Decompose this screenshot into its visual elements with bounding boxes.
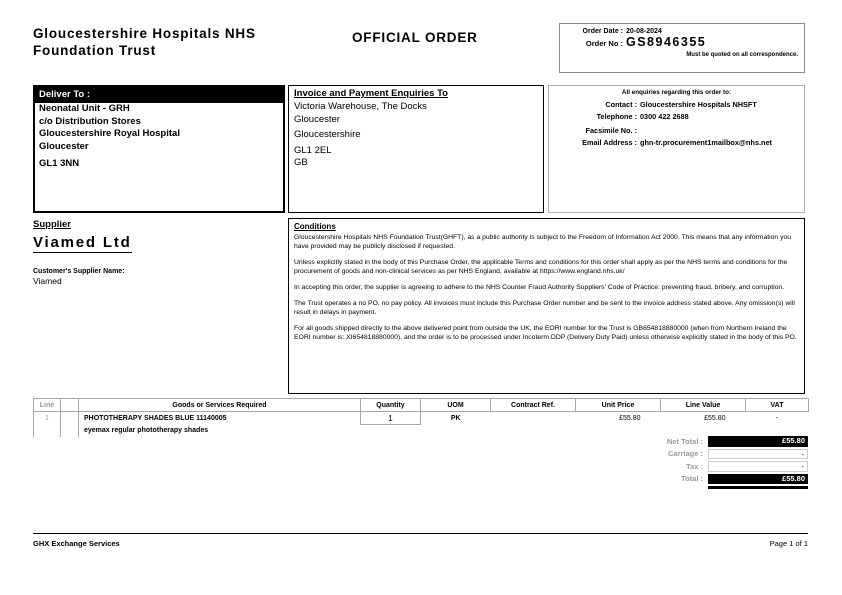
total-row: Total : £55.80 bbox=[560, 473, 808, 484]
carriage-label: Carriage : bbox=[667, 449, 703, 459]
blank-cell bbox=[361, 425, 809, 437]
col-header-quantity: Quantity bbox=[360, 398, 421, 412]
item-line-value: £55.80 bbox=[704, 414, 726, 422]
deliver-to-box: Deliver To : Neonatal Unit - GRH c/o Dis… bbox=[33, 85, 285, 213]
invoice-postcode: GL1 2EL bbox=[294, 144, 332, 156]
deliver-to-line: Gloucestershire Royal Hospital bbox=[39, 128, 180, 139]
telephone-value: 0300 422 2688 bbox=[640, 112, 689, 121]
col-header-vat: VAT bbox=[745, 398, 809, 412]
invoice-enquiries-title: Invoice and Payment Enquiries To bbox=[294, 88, 448, 99]
blank-cell bbox=[60, 424, 79, 437]
item-contract-ref bbox=[491, 412, 576, 425]
email-label: Email Address : bbox=[582, 138, 637, 147]
invoice-address-line: Gloucestershire bbox=[294, 129, 361, 140]
deliver-to-title: Deliver To : bbox=[35, 87, 283, 103]
table-row: 1 PHOTOTHERAPY SHADES BLUE 11140005 1 PK… bbox=[33, 411, 809, 425]
total-underline bbox=[708, 486, 808, 489]
item-quantity: 1 bbox=[360, 411, 421, 425]
net-total-label: Net Total : bbox=[666, 436, 703, 446]
col-header-goods: Goods or Services Required bbox=[78, 398, 361, 412]
conditions-box: Conditions Gloucestershire Hospitals NHS… bbox=[288, 218, 805, 394]
doc-title: OFFICIAL ORDER bbox=[352, 30, 478, 45]
conditions-paragraph: Gloucestershire Hospitals NHS Foundation… bbox=[294, 234, 792, 250]
customer-supplier-name: Viamed bbox=[33, 276, 62, 286]
items-header-row: Line Goods or Services Required Quantity… bbox=[33, 398, 809, 412]
conditions-paragraph: The Trust operates a no PO, no pay polic… bbox=[294, 299, 795, 316]
contact-label: Contact : bbox=[605, 100, 637, 109]
contact-row: Contact : Gloucestershire Hospitals NHSF… bbox=[554, 100, 799, 109]
contact-value: Gloucestershire Hospitals NHSFT bbox=[640, 100, 757, 109]
telephone-label: Telephone : bbox=[596, 112, 637, 121]
order-note: Must be quoted on all correspondence. bbox=[686, 52, 798, 58]
deliver-to-line: Neonatal Unit - GRH bbox=[39, 103, 130, 114]
item-vat: - bbox=[775, 414, 779, 422]
deliver-to-line: Gloucester bbox=[39, 140, 89, 152]
item-uom: PK bbox=[450, 414, 461, 422]
telephone-row: Telephone : 0300 422 2688 bbox=[554, 112, 799, 121]
customer-supplier-label: Customer's Supplier Name: bbox=[33, 268, 125, 275]
conditions-paragraph: In accepting this order, the supplier is… bbox=[294, 283, 785, 291]
carriage-value: - bbox=[708, 448, 808, 459]
page-footer: GHX Exchange Services Page 1 of 1 bbox=[33, 533, 808, 548]
page-number: Page 1 of 1 bbox=[769, 539, 808, 548]
email-row: Email Address : ghn-tr.procurement1mailb… bbox=[554, 138, 799, 147]
col-header-line: Line bbox=[33, 398, 61, 412]
email-value: ghn-tr.procurement1mailbox@nhs.net bbox=[640, 138, 772, 147]
supplier-block: Supplier Viamed Ltd Customer's Supplier … bbox=[33, 219, 283, 286]
conditions-paragraph: For all goods shipped directly to the ab… bbox=[294, 324, 797, 341]
tax-label: Tax : bbox=[686, 461, 703, 471]
deliver-to-postcode: GL1 3NN bbox=[39, 158, 80, 169]
col-header-blank bbox=[60, 398, 79, 412]
table-row-description2: eyemax regular phototherapy shades bbox=[33, 424, 809, 437]
conditions-paragraph: Unless explicitly stated in the body of … bbox=[294, 258, 788, 275]
invoice-country: GB bbox=[294, 157, 308, 168]
net-total-row: Net Total : £55.80 bbox=[560, 436, 808, 447]
tax-row: Tax : - bbox=[560, 461, 808, 472]
invoice-address-line: Gloucester bbox=[294, 113, 340, 125]
col-header-line-value: Line Value bbox=[660, 398, 746, 412]
enquiries-note: All enquiries regarding this order to: bbox=[621, 89, 732, 96]
order-no-label: Order No : bbox=[585, 39, 623, 48]
facsimile-label: Facsimile No. : bbox=[585, 126, 638, 135]
footer-service-name: GHX Exchange Services bbox=[33, 539, 120, 548]
col-header-contract-ref: Contract Ref. bbox=[490, 398, 576, 412]
blank-cell bbox=[60, 411, 79, 425]
facsimile-row: Facsimile No. : bbox=[554, 126, 799, 135]
order-date-value: 20-08-2024 bbox=[626, 28, 662, 35]
supplier-title: Supplier bbox=[33, 219, 72, 230]
supplier-name: Viamed Ltd bbox=[33, 234, 132, 253]
totals-block: Net Total : £55.80 Carriage : - Tax : - … bbox=[560, 436, 808, 489]
conditions-title: Conditions bbox=[294, 222, 336, 231]
order-no-value: GS8946355 bbox=[626, 35, 707, 49]
deliver-to-line: c/o Distribution Stores bbox=[39, 115, 141, 127]
invoice-address-line: Victoria Warehouse, The Docks bbox=[294, 101, 427, 112]
col-header-uom: UOM bbox=[420, 398, 491, 412]
carriage-row: Carriage : - bbox=[560, 448, 808, 459]
col-header-unit-price: Unit Price bbox=[575, 398, 661, 412]
line-number: 1 bbox=[33, 411, 61, 425]
invoice-enquiries-box: Invoice and Payment Enquiries To Victori… bbox=[288, 85, 544, 213]
order-no-row: Order No : GS8946355 bbox=[566, 35, 798, 49]
order-info-box: Order Date : 20-08-2024 Order No : GS894… bbox=[559, 23, 805, 73]
items-table: Line Goods or Services Required Quantity… bbox=[33, 398, 809, 437]
net-total-value: £55.80 bbox=[708, 436, 808, 447]
total-label: Total : bbox=[681, 474, 703, 484]
item-unit-price: £55.80 bbox=[619, 414, 641, 422]
item-description: PHOTOTHERAPY SHADES BLUE 11140005 bbox=[84, 414, 227, 422]
facsimile-value bbox=[640, 126, 799, 135]
total-value: £55.80 bbox=[708, 473, 808, 484]
order-date-label: Order Date : bbox=[582, 28, 623, 35]
org-title: Gloucestershire Hospitals NHS Foundation… bbox=[33, 26, 256, 58]
item-description-secondary: eyemax regular phototherapy shades bbox=[84, 427, 209, 434]
blank-cell bbox=[33, 424, 61, 437]
order-date-row: Order Date : 20-08-2024 bbox=[566, 28, 798, 35]
enquiries-box: All enquiries regarding this order to: C… bbox=[548, 85, 805, 213]
tax-value: - bbox=[708, 461, 808, 472]
